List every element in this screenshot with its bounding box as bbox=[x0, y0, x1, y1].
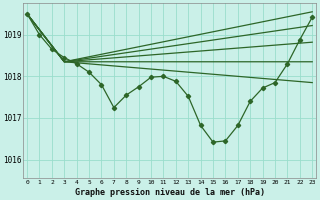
X-axis label: Graphe pression niveau de la mer (hPa): Graphe pression niveau de la mer (hPa) bbox=[75, 188, 265, 197]
